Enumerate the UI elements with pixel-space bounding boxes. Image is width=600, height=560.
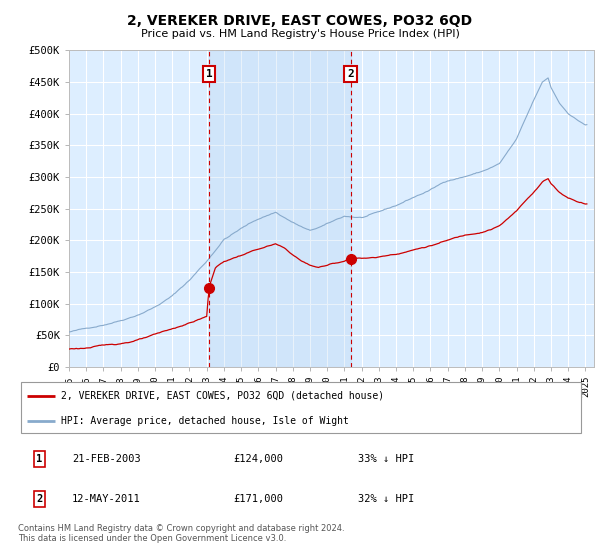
Text: £171,000: £171,000 (233, 494, 283, 504)
Text: £124,000: £124,000 (233, 454, 283, 464)
Text: HPI: Average price, detached house, Isle of Wight: HPI: Average price, detached house, Isle… (61, 416, 349, 426)
Text: 1: 1 (37, 454, 43, 464)
Text: 2, VEREKER DRIVE, EAST COWES, PO32 6QD (detached house): 2, VEREKER DRIVE, EAST COWES, PO32 6QD (… (61, 391, 383, 401)
Text: 21-FEB-2003: 21-FEB-2003 (72, 454, 140, 464)
Text: 32% ↓ HPI: 32% ↓ HPI (358, 494, 415, 504)
Text: Contains HM Land Registry data © Crown copyright and database right 2024.
This d: Contains HM Land Registry data © Crown c… (18, 524, 344, 543)
Text: 1: 1 (206, 69, 212, 79)
Text: 2: 2 (347, 69, 354, 79)
Text: 2: 2 (37, 494, 43, 504)
FancyBboxPatch shape (21, 382, 581, 433)
Text: 12-MAY-2011: 12-MAY-2011 (72, 494, 140, 504)
Text: 33% ↓ HPI: 33% ↓ HPI (358, 454, 415, 464)
Text: 2, VEREKER DRIVE, EAST COWES, PO32 6QD: 2, VEREKER DRIVE, EAST COWES, PO32 6QD (127, 14, 473, 28)
Bar (209, 50, 350, 367)
Text: Price paid vs. HM Land Registry's House Price Index (HPI): Price paid vs. HM Land Registry's House … (140, 29, 460, 39)
